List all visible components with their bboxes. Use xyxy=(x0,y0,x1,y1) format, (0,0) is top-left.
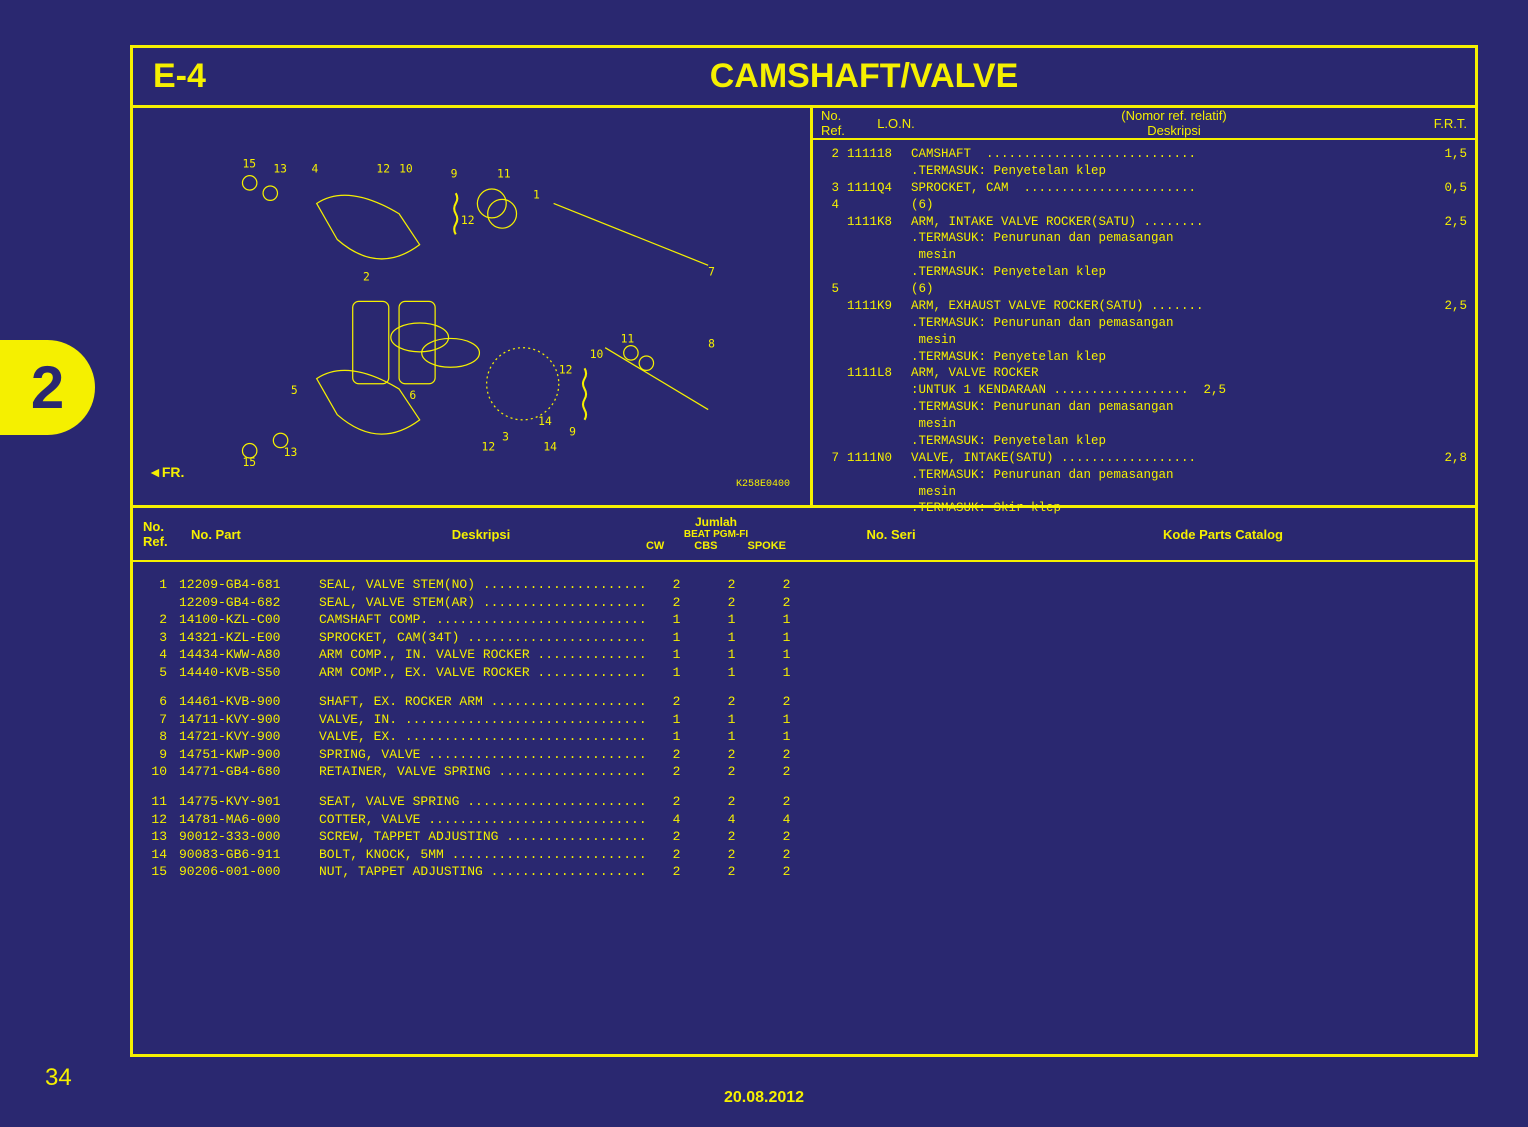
page-date: 20.08.2012 xyxy=(724,1089,804,1107)
part-row: 414434-KWW-A80ARM COMP., IN. VALVE ROCKE… xyxy=(143,646,1465,664)
info-area: No.Ref. L.O.N. (Nomor ref. relatif) Desk… xyxy=(813,108,1475,505)
diagram-area: 15134 12109 111 7 26 5 314 1210 118 914 … xyxy=(133,108,813,505)
part-row: 112209-GB4-681SEAL, VALVE STEM(NO) .....… xyxy=(143,576,1465,594)
info-subrow: mesin xyxy=(821,332,1467,349)
section-code: E-4 xyxy=(153,57,273,96)
part-row: 1014771-GB4-680RETAINER, VALVE SPRING ..… xyxy=(143,763,1465,781)
svg-text:8: 8 xyxy=(708,337,715,351)
info-subrow: mesin xyxy=(821,416,1467,433)
info-row: 5(6) xyxy=(821,281,1467,298)
info-row: 2111118CAMSHAFT ........................… xyxy=(821,146,1467,163)
info-subrow: .TERMASUK: Penyetelan klep xyxy=(821,433,1467,450)
parts-col-seri: No. Seri xyxy=(801,527,981,542)
info-table-body: 2111118CAMSHAFT ........................… xyxy=(813,140,1475,523)
info-col-ref: No.Ref. xyxy=(821,108,861,138)
part-row: 1114775-KVY-901SEAT, VALVE SPRING ......… xyxy=(143,793,1465,811)
part-row: 1490083-GB6-911BOLT, KNOCK, 5MM ........… xyxy=(143,846,1465,864)
svg-text:7: 7 xyxy=(708,265,715,279)
section-header: E-4 CAMSHAFT/VALVE xyxy=(133,48,1475,108)
svg-text:15: 15 xyxy=(242,455,256,469)
svg-text:6: 6 xyxy=(409,388,416,402)
svg-text:14: 14 xyxy=(538,414,552,428)
part-row: 1214781-MA6-000COTTER, VALVE ...........… xyxy=(143,811,1465,829)
svg-text:13: 13 xyxy=(273,162,287,176)
svg-text:13: 13 xyxy=(284,445,298,459)
part-row: 814721-KVY-900VALVE, EX. ...............… xyxy=(143,728,1465,746)
svg-text:12: 12 xyxy=(461,213,475,227)
info-subrow: .TERMASUK: Penurunan dan pemasangan xyxy=(821,230,1467,247)
svg-text:1: 1 xyxy=(533,187,540,201)
parts-col-desc: Deskripsi xyxy=(331,527,631,542)
part-row: 214100-KZL-C00CAMSHAFT COMP. ...........… xyxy=(143,611,1465,629)
svg-text:10: 10 xyxy=(590,347,604,361)
info-subrow: :UNTUK 1 KENDARAAN .................. 2,… xyxy=(821,382,1467,399)
part-row: 714711-KVY-900VALVE, IN. ...............… xyxy=(143,711,1465,729)
part-row: 12209-GB4-682SEAL, VALVE STEM(AR) ......… xyxy=(143,594,1465,612)
info-subrow: mesin xyxy=(821,484,1467,501)
svg-text:3: 3 xyxy=(502,429,509,443)
info-subrow: .TERMASUK: Skir klep xyxy=(821,500,1467,517)
svg-text:12: 12 xyxy=(376,162,390,176)
part-group-gap xyxy=(143,781,1465,793)
svg-text:9: 9 xyxy=(451,167,458,181)
svg-text:9: 9 xyxy=(569,424,576,438)
svg-text:15: 15 xyxy=(242,156,256,170)
info-col-desc: (Nomor ref. relatif) Deskripsi xyxy=(931,108,1417,138)
parts-col-qty: Jumlah BEAT PGM-FI CW CBS SPOKE xyxy=(631,516,801,552)
info-subrow: .TERMASUK: Penurunan dan pemasangan xyxy=(821,467,1467,484)
parts-table-body: 112209-GB4-681SEAL, VALVE STEM(NO) .....… xyxy=(133,562,1475,895)
info-row: 4(6) xyxy=(821,197,1467,214)
fr-arrow-label: ◄FR. xyxy=(148,464,184,480)
info-row: 31111Q4SPROCKET, CAM ...................… xyxy=(821,180,1467,197)
part-group-gap xyxy=(143,681,1465,693)
section-title: CAMSHAFT/VALVE xyxy=(273,57,1455,96)
svg-text:10: 10 xyxy=(399,162,413,176)
info-row: 71111N0VALVE, INTAKE(SATU) .............… xyxy=(821,450,1467,467)
info-col-lon: L.O.N. xyxy=(861,116,931,131)
svg-text:12: 12 xyxy=(559,362,573,376)
info-row: 1111K9ARM, EXHAUST VALVE ROCKER(SATU) ..… xyxy=(821,298,1467,315)
svg-text:2: 2 xyxy=(363,270,370,284)
part-row: 514440-KVB-S50ARM COMP., EX. VALVE ROCKE… xyxy=(143,664,1465,682)
info-subrow: .TERMASUK: Penyetelan klep xyxy=(821,264,1467,281)
part-row: 1390012-333-000SCREW, TAPPET ADJUSTING .… xyxy=(143,828,1465,846)
info-col-frt: F.R.T. xyxy=(1417,116,1467,131)
chapter-tab: 2 xyxy=(0,340,95,435)
info-row: 1111K8ARM, INTAKE VALVE ROCKER(SATU) ...… xyxy=(821,214,1467,231)
svg-text:14: 14 xyxy=(543,440,557,454)
content-frame: E-4 CAMSHAFT/VALVE xyxy=(130,45,1478,1057)
svg-text:12: 12 xyxy=(482,440,496,454)
exploded-diagram: 15134 12109 111 7 26 5 314 1210 118 914 … xyxy=(193,138,770,475)
svg-text:11: 11 xyxy=(497,167,511,181)
info-subrow: .TERMASUK: Penyetelan klep xyxy=(821,349,1467,366)
svg-text:4: 4 xyxy=(311,162,318,176)
part-row: 914751-KWP-900SPRING, VALVE ............… xyxy=(143,746,1465,764)
info-subrow: .TERMASUK: Penyetelan klep xyxy=(821,163,1467,180)
part-row: 1590206-001-000NUT, TAPPET ADJUSTING ...… xyxy=(143,863,1465,881)
page-number: 34 xyxy=(45,1064,72,1092)
diagram-code: K258E0400 xyxy=(736,479,790,490)
part-row: 314321-KZL-E00SPROCKET, CAM(34T) .......… xyxy=(143,629,1465,647)
info-subrow: .TERMASUK: Penurunan dan pemasangan xyxy=(821,315,1467,332)
parts-col-ref: No.Ref. xyxy=(143,519,191,549)
parts-col-partno: No. Part xyxy=(191,527,331,542)
svg-text:5: 5 xyxy=(291,383,298,397)
info-subrow: .TERMASUK: Penurunan dan pemasangan xyxy=(821,399,1467,416)
svg-text:11: 11 xyxy=(621,332,635,346)
info-table-header: No.Ref. L.O.N. (Nomor ref. relatif) Desk… xyxy=(813,108,1475,140)
info-row: 1111L8ARM, VALVE ROCKER xyxy=(821,365,1467,382)
part-row: 614461-KVB-900SHAFT, EX. ROCKER ARM ....… xyxy=(143,693,1465,711)
upper-panel: 15134 12109 111 7 26 5 314 1210 118 914 … xyxy=(133,108,1475,508)
info-subrow: mesin xyxy=(821,247,1467,264)
parts-col-kode: Kode Parts Catalog xyxy=(981,527,1465,542)
